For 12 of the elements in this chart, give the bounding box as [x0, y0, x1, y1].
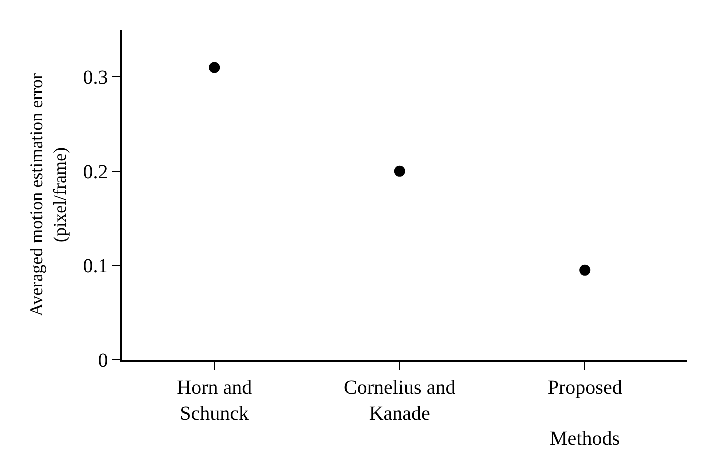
y-tick-label: 0.2 — [83, 161, 108, 184]
point — [580, 264, 591, 276]
point — [209, 62, 220, 74]
x-tick-label: Horn and Schunck — [177, 376, 252, 425]
y-axis-title: Averaged motion estimation error (pixel/frame) — [26, 73, 70, 317]
x-axis-title: Methods — [550, 428, 620, 450]
y-tick-label: 0.3 — [83, 67, 108, 90]
y-tick-label: 0 — [98, 350, 108, 372]
x-tick-label: Proposed — [548, 376, 622, 399]
x-tick-label: Cornelius and Kanade — [344, 376, 456, 425]
y-tick-label: 0.1 — [83, 256, 108, 278]
point — [394, 166, 406, 177]
